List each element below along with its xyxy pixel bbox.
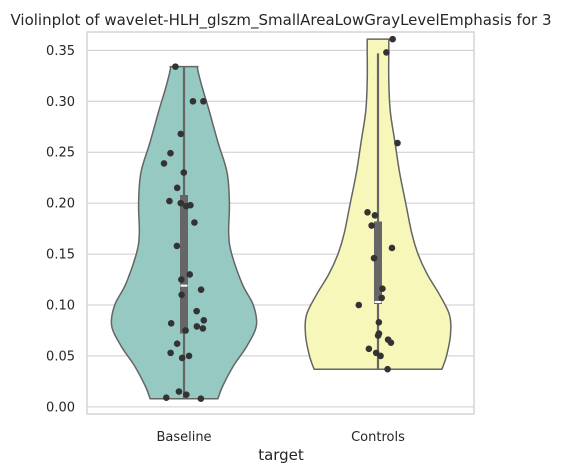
y-tick-label: 0.30	[46, 95, 75, 110]
data-point	[160, 160, 168, 167]
data-point	[180, 169, 188, 176]
data-point	[389, 35, 396, 43]
violin-baseline	[110, 63, 258, 403]
data-point	[178, 354, 186, 362]
data-point	[189, 97, 197, 105]
data-point	[173, 184, 181, 192]
violin-controls	[304, 35, 452, 373]
data-point	[199, 325, 207, 332]
data-point	[167, 349, 174, 357]
chart-title: Violinplot of wavelet-HLH_glszm_SmallAre…	[10, 11, 551, 30]
data-point	[384, 336, 392, 343]
iqr-box	[374, 221, 382, 304]
data-point	[175, 388, 183, 395]
data-point	[372, 349, 380, 357]
y-tick-label: 0.10	[46, 299, 75, 314]
data-point	[167, 320, 175, 327]
data-point	[200, 316, 208, 324]
data-point	[368, 222, 375, 229]
data-point	[177, 199, 185, 207]
data-point	[173, 340, 181, 348]
y-tick-label: 0.25	[46, 146, 75, 161]
x-axis-label: target	[258, 446, 304, 464]
data-point	[197, 286, 205, 294]
data-point	[375, 319, 383, 326]
x-tick-label: Baseline	[156, 430, 211, 445]
data-point	[178, 291, 185, 299]
data-point	[172, 63, 179, 70]
data-point	[364, 209, 371, 216]
data-point	[162, 394, 170, 402]
data-point	[384, 365, 391, 373]
data-point	[186, 271, 194, 278]
violins	[110, 35, 452, 403]
y-tick-label: 0.15	[46, 248, 75, 263]
data-point	[191, 219, 198, 226]
y-tick-label: 0.35	[46, 44, 75, 59]
data-point	[185, 352, 193, 360]
data-point	[197, 395, 205, 403]
data-point	[193, 307, 200, 315]
data-point	[166, 197, 173, 205]
data-point	[200, 97, 207, 105]
data-point	[167, 149, 174, 157]
data-point	[177, 130, 185, 138]
data-point	[365, 345, 373, 353]
iqr-box	[180, 194, 188, 334]
data-point	[394, 139, 401, 147]
data-point	[375, 330, 383, 337]
data-point	[355, 301, 363, 309]
y-axis: 0.00 0.05 0.10 0.15 0.20 0.25 0.30 0.35	[46, 44, 75, 416]
data-point	[370, 254, 378, 262]
data-point	[178, 276, 185, 283]
x-axis: Baseline Controls	[156, 430, 405, 445]
y-tick-label: 0.05	[46, 349, 75, 364]
data-point	[378, 294, 385, 302]
data-point	[187, 201, 194, 209]
data-point	[193, 323, 201, 330]
data-point	[388, 244, 396, 252]
data-point	[182, 327, 189, 334]
x-tick-label: Controls	[351, 430, 405, 445]
data-point	[173, 242, 181, 250]
plot-area	[86, 31, 475, 415]
data-point	[183, 391, 190, 398]
data-point	[379, 285, 386, 293]
data-point	[371, 212, 379, 219]
y-tick-label: 0.00	[46, 400, 75, 415]
data-point	[383, 49, 390, 56]
y-tick-label: 0.20	[46, 197, 75, 212]
